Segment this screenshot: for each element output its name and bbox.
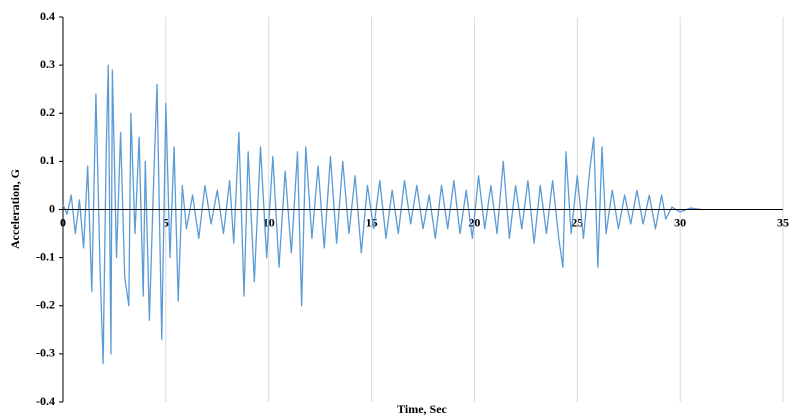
x-tick-label: 25: [571, 215, 583, 229]
y-tick-label: 0.3: [40, 57, 55, 71]
y-tick-label: -0.1: [36, 249, 55, 263]
y-tick-label: 0.2: [40, 105, 55, 119]
y-tick-label: 0.1: [40, 153, 55, 167]
y-tick-label: -0.2: [36, 298, 55, 312]
y-tick-label: 0: [49, 201, 55, 215]
x-tick-label: 5: [163, 215, 169, 229]
y-tick-label: 0.4: [40, 9, 55, 23]
x-axis-title: Time, Sec: [397, 402, 447, 416]
y-tick-label: -0.4: [36, 394, 55, 408]
x-tick-label: 35: [777, 215, 789, 229]
x-tick-label: 30: [674, 215, 686, 229]
y-tick-label: -0.3: [36, 346, 55, 360]
y-axis-title: Acceleration, G: [8, 169, 22, 249]
data-line: [62, 64, 701, 365]
